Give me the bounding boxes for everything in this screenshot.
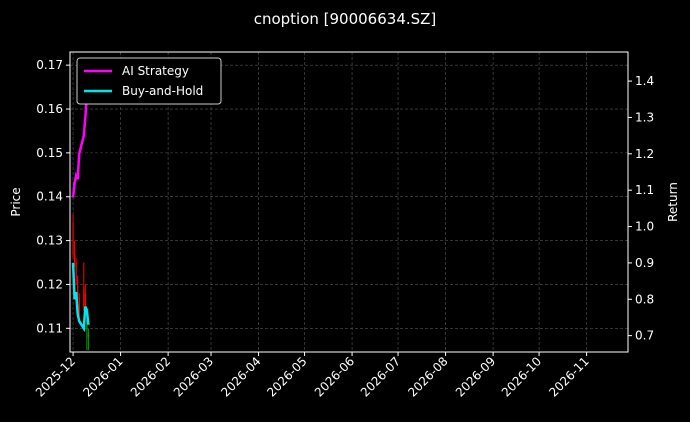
y-tick-label: 0.14 bbox=[36, 190, 63, 204]
candle-body bbox=[86, 319, 88, 329]
y-tick-label: 0.15 bbox=[36, 146, 63, 160]
y2-tick-label: 1.0 bbox=[635, 220, 654, 234]
legend: AI Strategy Buy-and-Hold bbox=[76, 57, 222, 105]
legend-label: Buy-and-Hold bbox=[122, 84, 203, 98]
y2-tick-label: 0.7 bbox=[635, 329, 654, 343]
x-tick-label: 2026-01 bbox=[80, 354, 125, 399]
y-tick-label: 0.11 bbox=[36, 321, 63, 335]
legend-label: AI Strategy bbox=[122, 64, 189, 78]
candle-body bbox=[72, 223, 74, 255]
candle-body bbox=[87, 332, 89, 338]
plot-area bbox=[71, 73, 90, 351]
y-tick-label: 0.13 bbox=[36, 234, 63, 248]
x-tick-label: 2026-06 bbox=[312, 354, 357, 399]
x-tick-label: 2026-04 bbox=[218, 354, 263, 399]
x-tick-label: 2026-07 bbox=[358, 354, 403, 399]
plot-frame bbox=[69, 51, 629, 353]
y2-tick-label: 1.1 bbox=[635, 183, 654, 197]
candle-body bbox=[84, 293, 86, 312]
candle-body bbox=[75, 262, 77, 281]
y-tick-label: 0.12 bbox=[36, 277, 63, 291]
x-tick-label: 2026-02 bbox=[128, 354, 173, 399]
y-tick-label: 0.17 bbox=[36, 58, 63, 72]
y2-tick-label: 1.2 bbox=[635, 147, 654, 161]
chart-title: cnoption [90006634.SZ] bbox=[254, 10, 437, 28]
y2-tick-label: 0.9 bbox=[635, 256, 654, 270]
y2-axis-label: Return bbox=[666, 182, 680, 222]
candle-body bbox=[78, 297, 80, 316]
x-tick-label: 2026-08 bbox=[405, 354, 450, 399]
y2-tick-label: 1.4 bbox=[635, 74, 654, 88]
y-tick-label: 0.16 bbox=[36, 102, 63, 116]
x-tick-label: 2026-03 bbox=[171, 354, 216, 399]
legend-box bbox=[76, 57, 222, 105]
candle-body bbox=[73, 253, 76, 264]
y2-tick-label: 0.8 bbox=[635, 292, 654, 306]
candle-body bbox=[83, 288, 85, 307]
x-tick-label: 2026-09 bbox=[453, 354, 498, 399]
candle-body bbox=[77, 280, 79, 299]
x-tick-label: 2026-05 bbox=[264, 354, 309, 399]
series-line-buy-and-hold bbox=[71, 262, 90, 333]
x-tick-label: 2025-12 bbox=[33, 354, 78, 399]
x-tick-label: 2026-10 bbox=[499, 354, 544, 399]
y-axis-label: Price bbox=[9, 187, 23, 216]
y2-tick-label: 1.3 bbox=[635, 110, 654, 124]
x-tick-label: 2026-11 bbox=[546, 354, 591, 399]
